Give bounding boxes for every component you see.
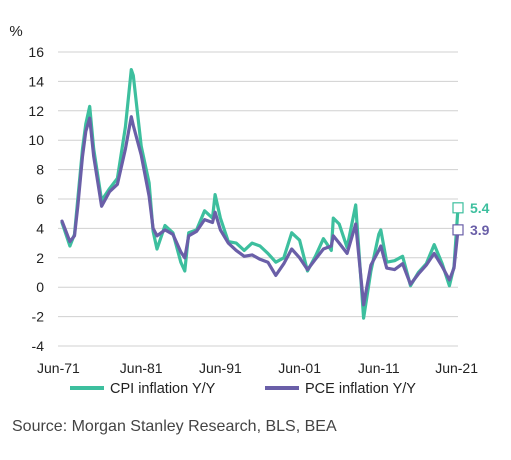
y-tick-label: -4 [32,338,45,354]
series-line-pce [60,115,460,307]
x-tick-label: Jun-11 [358,360,400,376]
legend: CPI inflation Y/Y PCE inflation Y/Y [70,381,416,397]
legend-label: CPI inflation Y/Y [110,381,216,397]
x-tick-label: Jun-01 [278,360,321,376]
x-tick-label: Jun-71 [37,360,80,376]
y-axis-unit-label: % [9,23,22,40]
series-line-cpi [60,67,460,320]
y-tick-label: 4 [36,220,44,236]
x-tick-label: Jun-81 [120,360,163,376]
series-layer [60,67,460,320]
x-tick-label: Jun-91 [199,360,242,376]
end-labels: 5.43.9 [452,200,490,238]
x-tick-label: Jun-21 [435,360,478,376]
y-tick-label: 8 [36,162,44,178]
legend-label: PCE inflation Y/Y [305,381,416,397]
y-tick-label: 10 [28,132,44,148]
y-axis-ticks: 16 14 12 10 8 6 4 2 0 -2 -4 [28,44,44,354]
end-value-label: 5.4 [470,200,490,216]
y-tick-label: -2 [32,309,45,325]
y-tick-label: 14 [28,73,44,89]
y-tick-label: 2 [36,250,44,266]
end-marker [452,224,464,236]
end-value-label: 3.9 [470,222,490,238]
x-axis-ticks: Jun-71 Jun-81 Jun-91 Jun-01 Jun-11 Jun-21 [37,360,478,376]
y-tick-label: 6 [36,191,44,207]
end-marker [452,202,464,214]
y-tick-label: 12 [28,103,44,119]
y-tick-label: 0 [36,279,44,295]
y-tick-label: 16 [28,44,44,60]
grid-layer [58,51,458,347]
source-note: Source: Morgan Stanley Research, BLS, BE… [12,418,337,435]
